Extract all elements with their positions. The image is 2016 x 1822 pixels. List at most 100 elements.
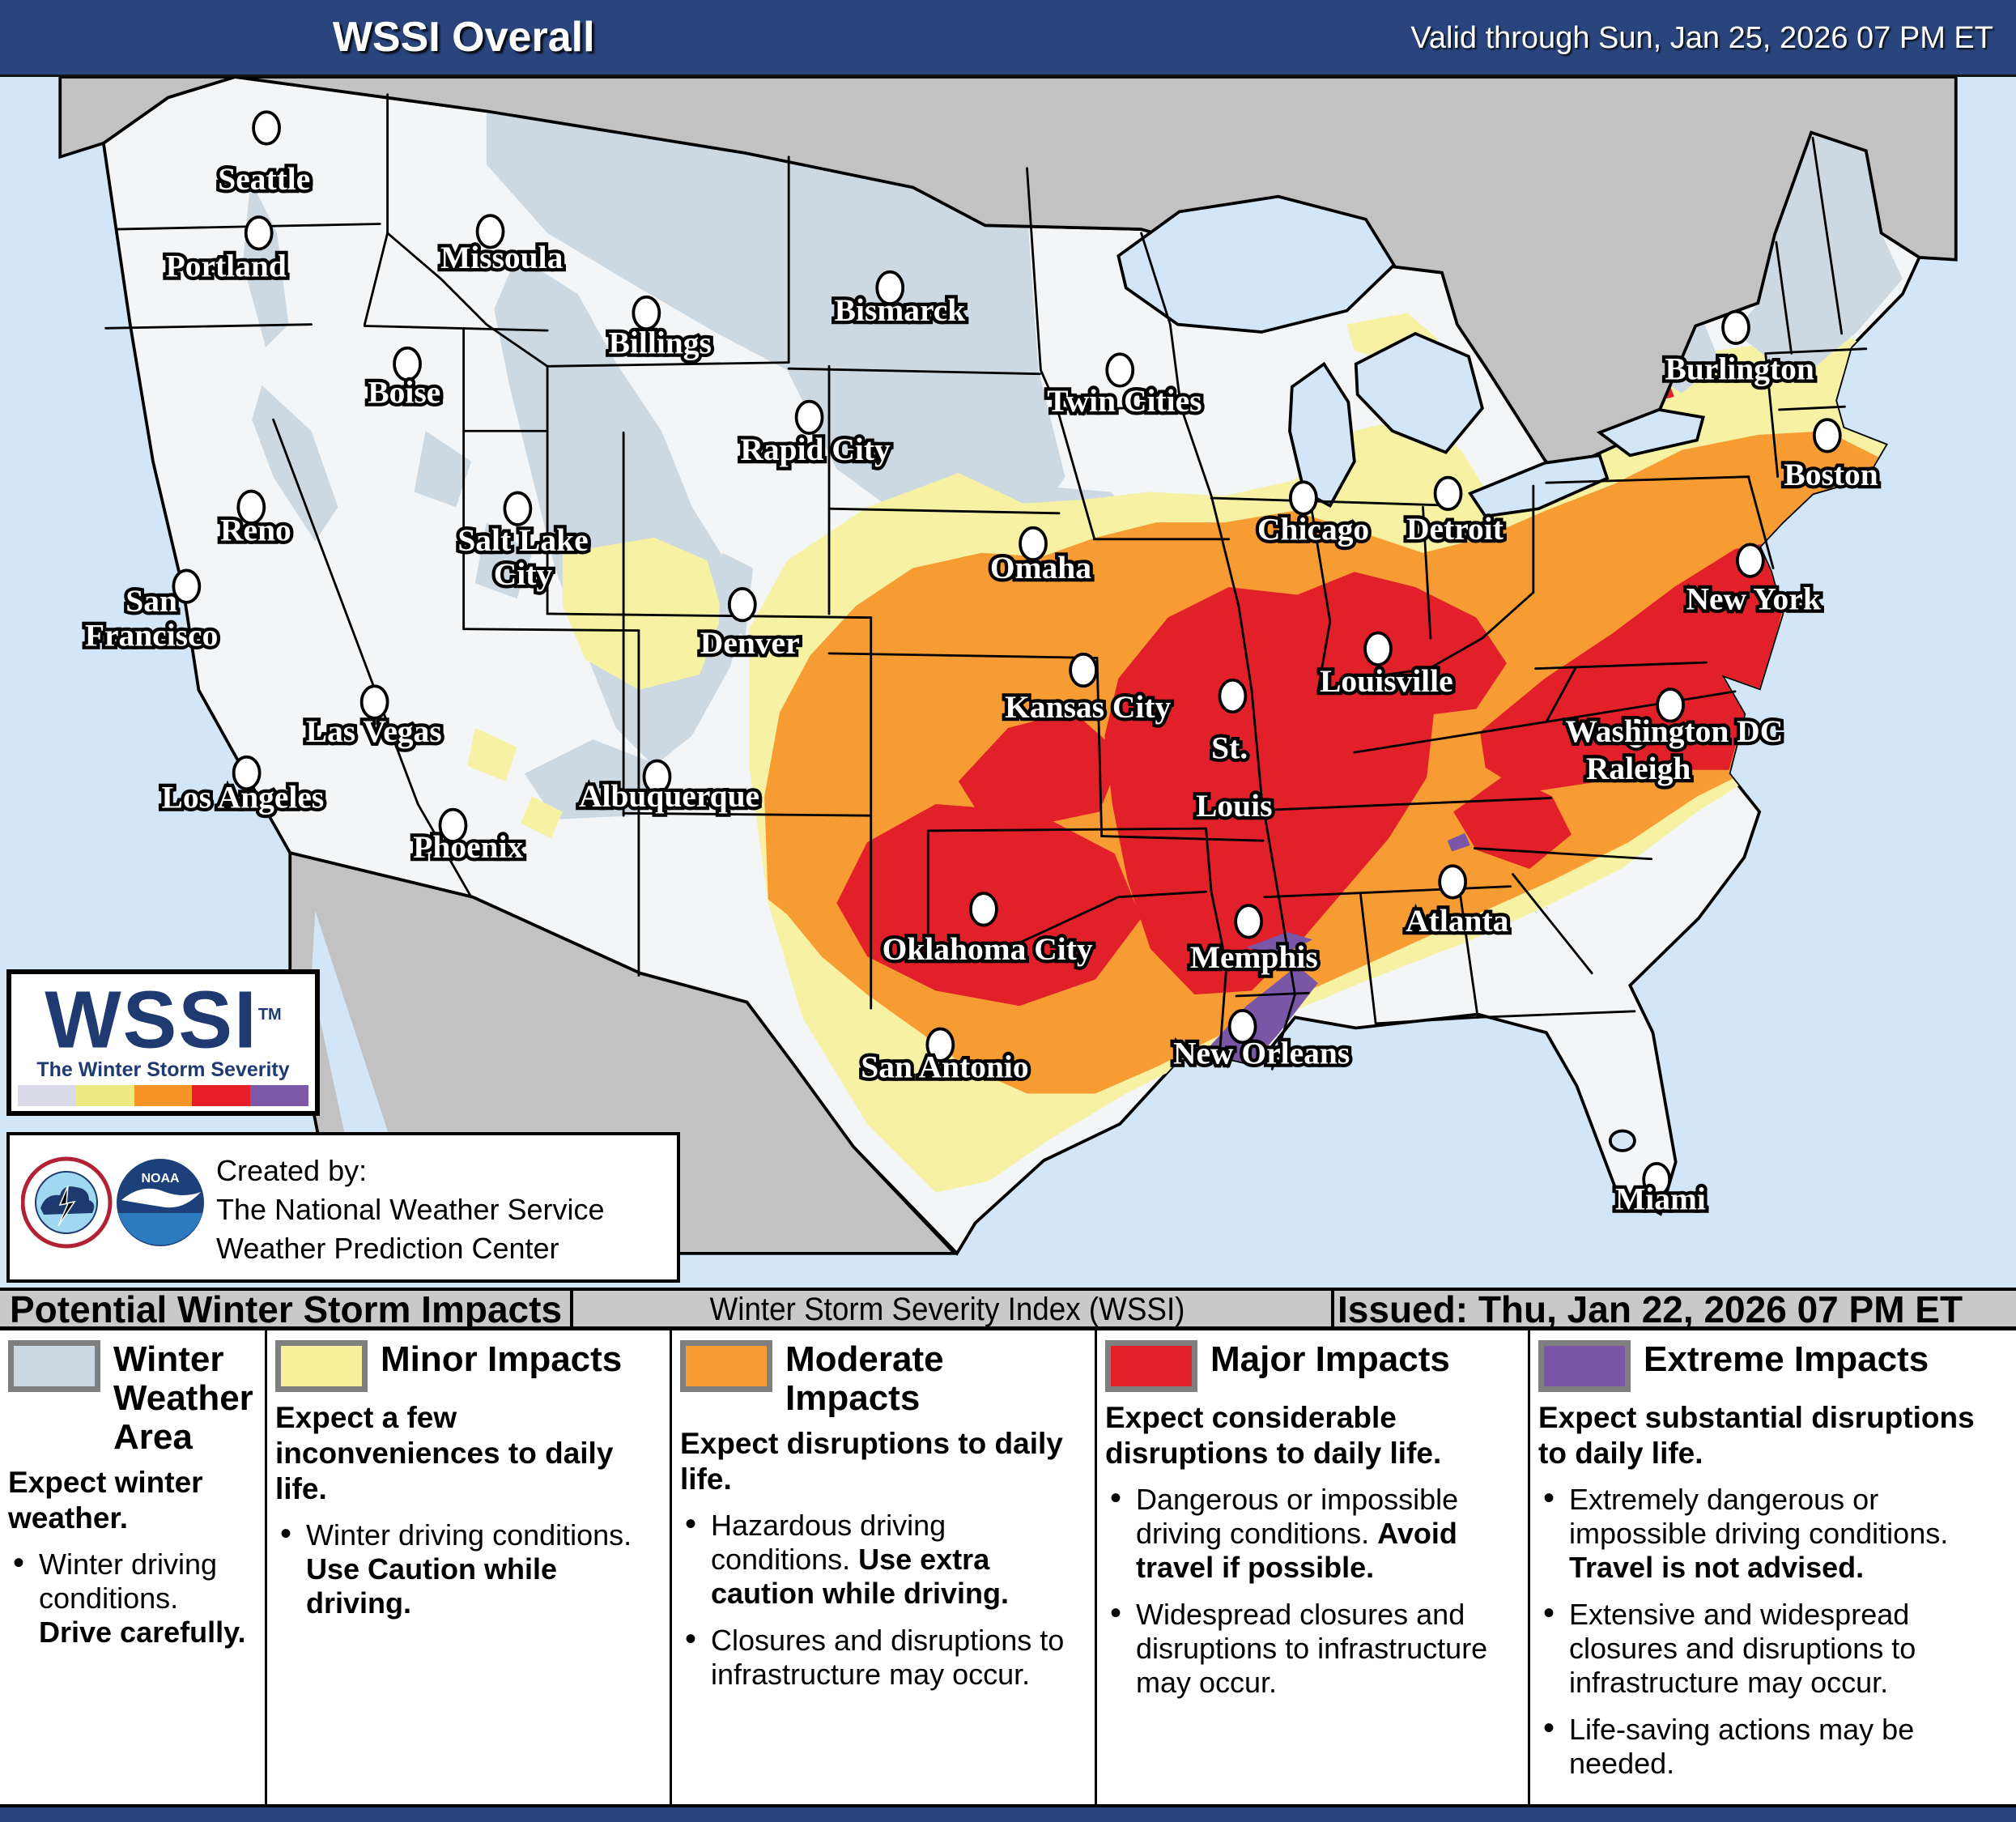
city-label: Salt Lake [457,522,588,558]
city-label: San Antonio [861,1049,1028,1085]
city-label: Boise [368,374,440,410]
city-los-angeles: Los Angeles [158,755,328,819]
legend-bullets: Hazardous driving conditions. Use extra … [680,1507,1088,1692]
city-label: Boston [1784,457,1878,492]
wssi-severity-color-strip [18,1085,308,1106]
severity-strip-cell [192,1085,251,1106]
wssi-logo-box: WSSITM The Winter Storm Severity Index [6,969,320,1116]
wssi-map[interactable]: Seattle Portland Missoula Billings Bismarck T… [0,77,2016,1290]
issued-label: Issued: Thu, Jan 22, 2026 07 PM ET [1338,1288,1963,1330]
city-louisville: Louisville [1316,631,1457,702]
legend-title: Winter Weather Area [113,1339,253,1457]
legend-bullets: Winter driving conditions. Use Caution w… [275,1517,663,1620]
city-marker [969,892,998,927]
legend-swatch-extreme-impacts [1538,1340,1631,1392]
city-marker [359,684,389,720]
legend-bullet: Dangerous or impossible driving conditio… [1105,1481,1521,1585]
city-label: City [494,556,553,592]
city-reno: Reno [217,489,295,551]
city-label: New Orleans [1173,1036,1350,1071]
city-marker [1433,475,1463,512]
city-marker [252,110,281,146]
svg-text:NOAA: NOAA [141,1172,180,1186]
city-rapid-city: Rapid City [737,399,894,470]
city-marker [503,491,533,526]
legend-bullet: Closures and disruptions to infrastructu… [680,1622,1088,1692]
city-marker [925,1027,955,1062]
city-burlington: Burlington [1661,309,1818,390]
city-marker [1288,480,1318,516]
city-marker [642,759,672,794]
city-missoula: Missoula [437,214,567,279]
city-label: Portland [166,248,287,283]
wssi-logo-acronym: WSSITM [45,974,282,1066]
legend-swatch-major-impacts [1105,1340,1197,1392]
legend-intro: Expect a few inconveniences to daily lif… [275,1401,614,1505]
canada-landmass [58,77,1958,475]
city-label: Kansas City [1005,689,1171,725]
city-marker [1812,418,1842,453]
legend-bullet: Hazardous driving conditions. Use extra … [680,1507,1088,1611]
city-label: Denver [700,625,800,661]
city-label: St. [1211,730,1248,766]
city-boston: Boston [1780,418,1882,496]
severity-strip-cell [134,1085,193,1106]
city-st-louis: St. Louis [1193,678,1276,827]
legend-title: Moderate Impacts [785,1339,944,1418]
city-boise: Boise [364,346,444,414]
city-bismarck: Bismarck [831,270,969,331]
city-kansas-city: Kansas City [1002,652,1175,728]
valid-through-text: Valid through Sun, Jan 25, 2026 07 PM ET [1410,21,1993,55]
legend-bullet: Widespread closures and disruptions to i… [1105,1596,1521,1700]
legend-intro: Expect considerable disruptions to daily… [1105,1401,1442,1470]
city-label: Los Angeles [162,780,325,815]
severity-strip-cell [250,1085,308,1106]
city-label: Memphis [1190,939,1318,975]
city-label: Francisco [85,617,218,653]
legend-swatch-minor-impacts [275,1340,368,1392]
city-marker [1105,352,1135,388]
city-label: Washington DC [1565,713,1783,749]
legend-column-winter-weather-area: Winter Weather Area Expect winter weather… [0,1330,267,1804]
city-marker [632,295,661,331]
legend-bullets: Winter driving conditions. Drive careful… [8,1546,258,1650]
city-marker [1069,652,1098,688]
footer-bar [0,1807,2016,1822]
city-label: Albuquerque [579,778,759,814]
city-marker [172,568,202,604]
potential-impacts-label: Potential Winter Storm Impacts [10,1288,563,1330]
legend-intro: Expect substantial disruptions to daily … [1538,1401,1975,1470]
city-marker [727,587,757,623]
wssi-index-label: Winter Storm Severity Index (WSSI) [709,1292,1185,1327]
city-marker [393,346,422,382]
page-title: WSSI Overall [332,14,595,61]
city-marker [1218,678,1248,714]
city-marker [236,489,266,525]
city-portland: Portland [162,215,290,287]
city-label: Seattle [218,161,310,197]
city-marker [438,807,468,844]
city-label: Raleigh [1586,751,1691,786]
city-marker [1019,526,1048,562]
great-lakes [1116,194,1705,1152]
legend-title: Extreme Impacts [1644,1339,1929,1379]
city-new-york: New York [1682,543,1824,620]
city-marker [244,215,274,251]
severity-strip-cell [75,1085,134,1106]
city-marker [1656,688,1685,723]
city-marker [1735,543,1765,578]
city-marker [1234,904,1264,939]
legend-bullets: Dangerous or impossible driving conditio… [1105,1481,1521,1700]
city-las-vegas: Las Vegas [303,684,445,752]
legend-title: Minor Impacts [381,1339,623,1379]
city-seattle: Seattle [215,110,314,200]
city-new-orleans: New Orleans [1170,1009,1353,1075]
legend-swatch-winter-weather-area [8,1340,100,1392]
legend-bullets: Extremely dangerous or impossible drivin… [1538,1481,2010,1781]
city-marker [794,399,824,435]
city-label: San [125,583,177,619]
city-san-antonio: San Antonio [857,1027,1032,1088]
city-label: Phoenix [413,829,523,865]
